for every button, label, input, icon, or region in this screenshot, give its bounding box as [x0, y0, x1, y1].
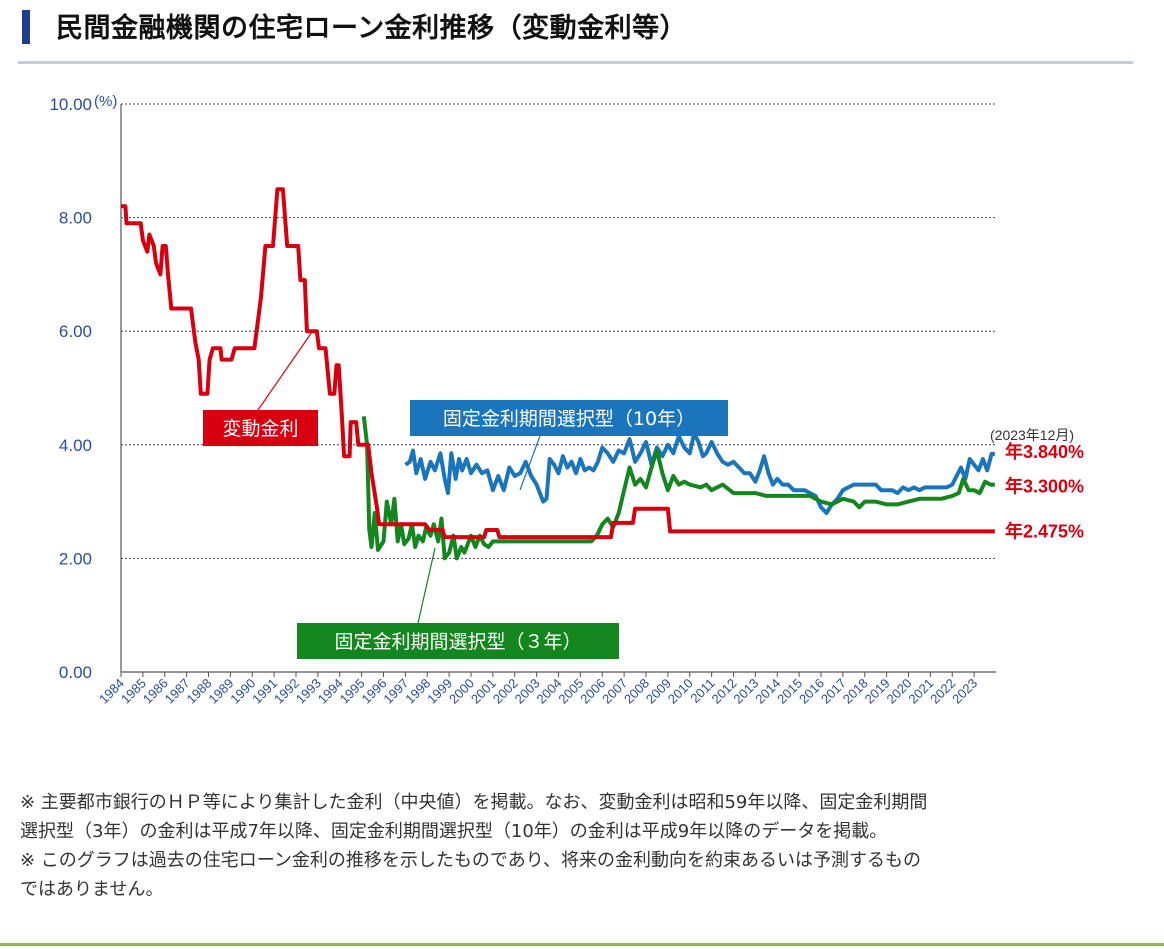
title-accent-bar [22, 10, 30, 44]
series-name-label: 固定金利期間選択型（３年） [334, 631, 581, 653]
chart-grid [120, 103, 996, 677]
y-tick-label: 0.00 [59, 663, 92, 682]
y-tick-label: 4.00 [59, 436, 92, 455]
series-end-label: 年2.475% [1005, 520, 1084, 541]
callout-leader [257, 331, 313, 411]
series-end-label: 年3.840% [1005, 441, 1084, 462]
series-line-1 [404, 431, 995, 515]
y-tick-label: 8.00 [59, 209, 92, 228]
y-tick-label: 2.00 [59, 549, 92, 568]
series-line-2 [361, 416, 995, 561]
footnote-line: ※ このグラフは過去の住宅ローン金利の推移を示したものであり、将来の金利動向を約… [20, 850, 921, 871]
callout-box [297, 623, 619, 659]
callout-box [410, 400, 728, 436]
interest-rate-chart: 0.00 2.00 4.00 6.00 8.00 10.00 (%) 19841985198… [49, 93, 1084, 707]
series-end-label: 年3.300% [1005, 476, 1084, 497]
footnote-line: 選択型（3年）の金利は平成7年以降、固定金利期間選択型（10年）の金利は平成9年… [20, 821, 888, 842]
footnote-line: ※ 主要都市銀行のＨＰ等により集計した金利（中央値）を掲載。なお、変動金利は昭和… [20, 792, 928, 813]
y-tick-label: 6.00 [59, 322, 92, 341]
footnote-line: ではありません。 [20, 879, 164, 900]
y-unit-label: (%) [94, 93, 117, 110]
y-axis-labels: 0.00 2.00 4.00 6.00 8.00 10.00 (%) [49, 93, 117, 682]
series-name-label: 変動金利 [222, 418, 298, 440]
chart-series [121, 187, 995, 561]
title-divider [18, 61, 1133, 64]
x-tick-label: 2023 [949, 676, 980, 707]
series-name-label: 固定金利期間選択型（10年） [443, 408, 695, 430]
footnotes: ※ 主要都市銀行のＨＰ等により集計した金利（中央値）を掲載。なお、変動金利は昭和… [20, 788, 1140, 904]
latest-date-label: (2023年12月) [990, 427, 1074, 443]
y-tick-label: 10.00 [49, 95, 92, 114]
series-line-0 [121, 187, 995, 540]
chart-callouts: 年2.475%年3.840%年3.300%(2023年12月)変動金利 固定金利期… [203, 331, 1084, 659]
bottom-divider [0, 943, 1164, 946]
page-title: 民間金融機関の住宅ローン金利推移（変動金利等） [56, 13, 688, 44]
callout-leader [519, 435, 541, 491]
callout-leader [417, 547, 436, 624]
callout-box [203, 410, 318, 446]
x-axis-labels: 1984198519861987198819891990199119921993… [96, 676, 980, 707]
